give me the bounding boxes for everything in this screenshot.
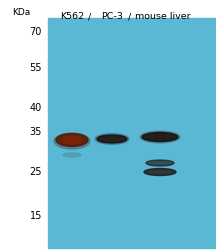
Text: 55: 55 <box>30 63 42 73</box>
Text: KDa: KDa <box>12 8 30 17</box>
Text: 40: 40 <box>30 103 42 113</box>
Text: 35: 35 <box>30 127 42 137</box>
Ellipse shape <box>142 132 178 141</box>
Text: PC-3: PC-3 <box>101 12 123 21</box>
Text: /: / <box>128 12 132 21</box>
Text: 25: 25 <box>30 167 42 177</box>
Ellipse shape <box>54 133 90 149</box>
Ellipse shape <box>62 136 82 144</box>
Ellipse shape <box>95 134 129 144</box>
Ellipse shape <box>97 135 127 143</box>
Text: /: / <box>88 12 92 21</box>
Ellipse shape <box>144 168 176 175</box>
Ellipse shape <box>56 134 88 146</box>
Text: 15: 15 <box>30 211 42 221</box>
Text: mouse liver: mouse liver <box>135 12 191 21</box>
Ellipse shape <box>140 131 180 143</box>
Ellipse shape <box>63 153 81 157</box>
Text: 70: 70 <box>30 27 42 37</box>
Bar <box>48 18 216 248</box>
Text: K562: K562 <box>60 12 84 21</box>
Ellipse shape <box>146 160 174 166</box>
